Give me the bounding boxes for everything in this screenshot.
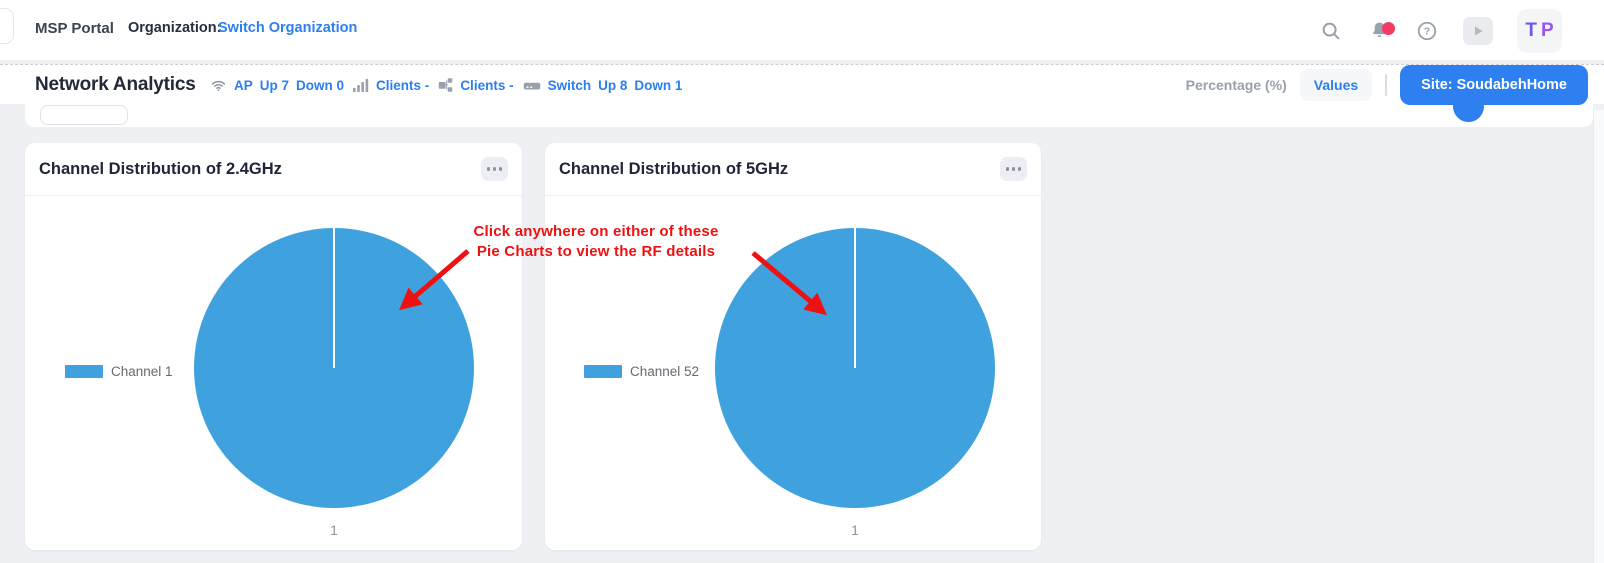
pie-slice-border (853, 228, 857, 368)
values-toggle[interactable]: Values (1299, 69, 1373, 101)
percentage-toggle[interactable]: Percentage (%) (1185, 77, 1287, 93)
legend-swatch (65, 365, 103, 378)
topbar: MSP Portal Organization: Switch Organiza… (0, 0, 1604, 61)
site-selector-label: Site: SoudabehHome (1421, 77, 1567, 93)
notifications-bell-icon[interactable] (1367, 19, 1395, 43)
pie-chart-5ghz[interactable] (715, 228, 995, 508)
play-icon (1475, 26, 1483, 35)
organization-label: Organization: (128, 20, 222, 36)
page-title: Network Analytics (35, 74, 196, 95)
legend-label: Channel 1 (111, 364, 173, 379)
wifi-ap-icon (210, 78, 227, 93)
notification-badge (1382, 21, 1395, 35)
stat-ap-label: AP (234, 77, 253, 93)
stat-wired-clients-label: Clients - (460, 77, 514, 93)
site-button-pointer (1453, 91, 1485, 122)
slice-value-label: 1 (851, 522, 859, 538)
device-stats: AP Up 7 Down 0 Clients - (210, 65, 682, 105)
stat-wired-clients[interactable]: Clients - (438, 77, 514, 93)
site-selector-button[interactable]: Site: SoudabehHome (1400, 65, 1588, 122)
pie-slice-border (332, 228, 336, 368)
avatar-initial-t: T (1525, 19, 1537, 41)
card-title-5ghz: Channel Distribution of 5GHz (559, 159, 789, 178)
stat-wireless-clients-label: Clients - (376, 77, 430, 93)
channel-distribution-24ghz-card: Channel Distribution of 2.4GHz Channel 1… (25, 143, 522, 550)
legend-label: Channel 52 (630, 364, 700, 379)
pie-chart-24ghz[interactable] (194, 228, 474, 508)
dots-icon (487, 167, 491, 171)
help-icon[interactable]: ? (1415, 19, 1439, 43)
stat-ap[interactable]: AP Up 7 Down 0 (210, 78, 344, 93)
video-tour-button[interactable] (1463, 16, 1493, 45)
partial-scrolled-button[interactable] (40, 105, 128, 125)
sidebar-toggle-stub[interactable] (0, 8, 14, 44)
card-title-24ghz: Channel Distribution of 2.4GHz (39, 159, 282, 178)
analytics-toolbar: Percentage (%) Values Site: SoudabehHome (1185, 65, 1588, 122)
stat-wireless-clients[interactable]: Clients - (353, 78, 429, 93)
legend-channel-1[interactable]: Channel 1 (65, 364, 173, 379)
legend-swatch (584, 365, 622, 378)
card-header: Channel Distribution of 5GHz (545, 143, 1041, 196)
topology-icon (438, 77, 453, 93)
brand-title: MSP Portal (35, 20, 114, 37)
network-analytics-bar: Network Analytics AP Up 7 Down 0 (0, 64, 1604, 122)
card-header: Channel Distribution of 2.4GHz (25, 143, 522, 196)
stat-switch-label: Switch (547, 77, 592, 93)
scrolled-content-strip (25, 104, 1593, 127)
signal-bars-icon (353, 78, 369, 92)
switch-icon (523, 78, 541, 92)
stat-switch-down: Down 1 (634, 77, 683, 93)
topbar-actions: ? T P (1319, 0, 1562, 61)
vertical-scrollbar[interactable] (1593, 110, 1604, 563)
channel-distribution-5ghz-card: Channel Distribution of 5GHz Channel 52 … (545, 143, 1041, 550)
legend-channel-52[interactable]: Channel 52 (584, 364, 699, 379)
user-avatar[interactable]: T P (1517, 8, 1562, 53)
svg-text:?: ? (1424, 26, 1430, 37)
card-menu-button[interactable] (1000, 157, 1027, 181)
toolbar-divider (1385, 74, 1388, 96)
stat-ap-up: Up 7 (259, 77, 290, 93)
stat-switch-up: Up 8 (598, 77, 628, 93)
slice-value-label: 1 (330, 522, 338, 538)
card-menu-button[interactable] (481, 157, 508, 181)
stat-switch[interactable]: Switch Up 8 Down 1 (523, 77, 683, 93)
avatar-initial-p: P (1540, 19, 1554, 41)
organization-link[interactable]: Switch Organization (218, 20, 358, 36)
search-icon[interactable] (1319, 19, 1343, 43)
stat-ap-down: Down 0 (296, 77, 345, 93)
dots-icon (1006, 167, 1010, 171)
